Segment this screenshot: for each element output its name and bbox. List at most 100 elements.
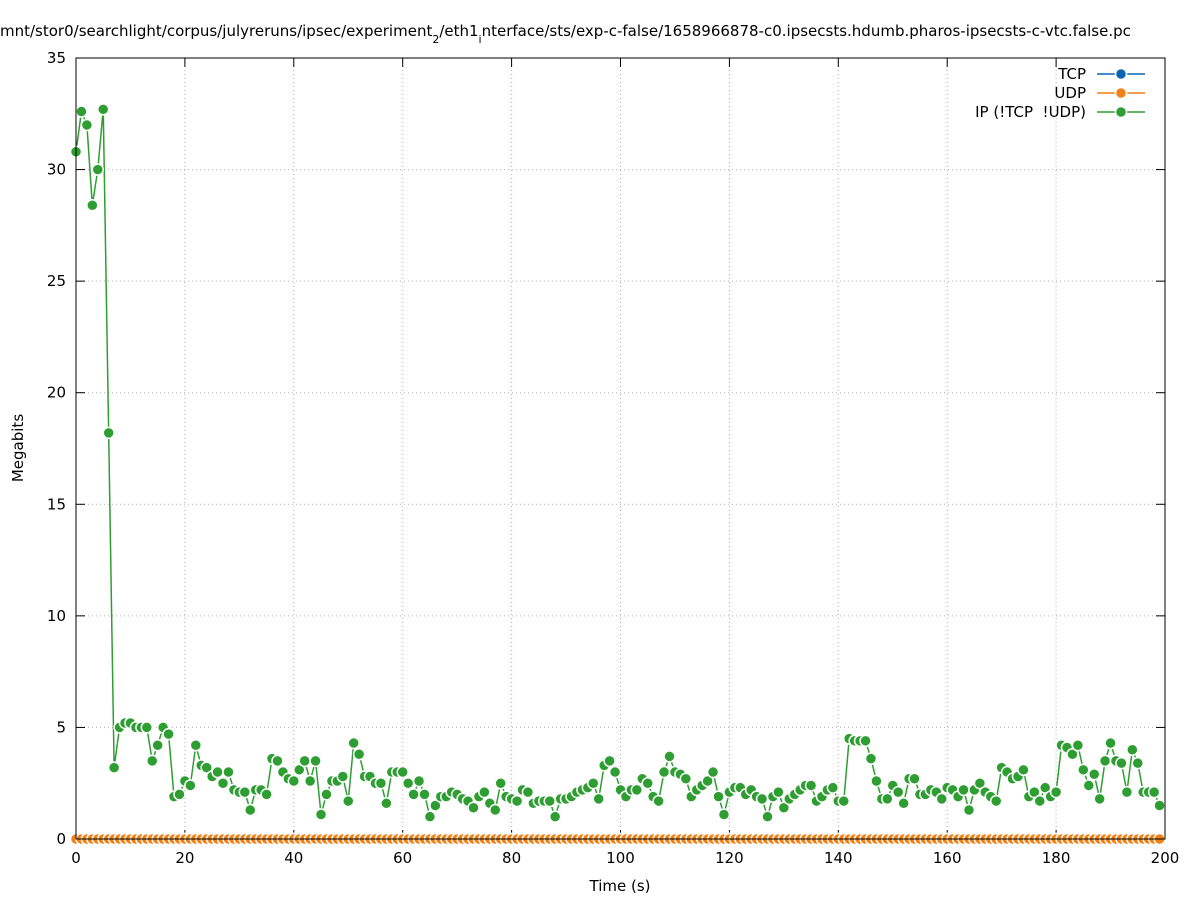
data-point — [271, 754, 284, 768]
data-point — [1098, 754, 1112, 768]
data-point — [881, 792, 894, 806]
data-point — [630, 783, 644, 797]
series-layer — [69, 103, 1166, 846]
data-point — [706, 765, 720, 779]
y-tick-label: 30 — [47, 161, 66, 179]
data-point — [1120, 785, 1134, 799]
legend-label: TCP — [1057, 65, 1086, 83]
data-point — [1033, 794, 1047, 808]
data-point — [151, 739, 164, 752]
data-point — [342, 794, 355, 808]
title-part: 2 — [432, 33, 439, 46]
data-point — [211, 765, 224, 779]
data-point — [91, 163, 105, 176]
data-point — [412, 774, 426, 788]
data-point — [1087, 768, 1101, 781]
x-tick-label: 20 — [175, 849, 194, 867]
data-point — [396, 765, 409, 779]
data-point — [521, 785, 535, 799]
x-tick-label: 0 — [71, 849, 81, 867]
data-point — [587, 776, 600, 790]
data-point — [897, 797, 910, 810]
data-point — [292, 763, 306, 777]
data-point — [1077, 763, 1090, 777]
data-point — [652, 794, 665, 808]
data-point — [260, 788, 273, 801]
data-point — [657, 765, 671, 779]
y-tick-label: 20 — [47, 384, 66, 402]
data-point — [592, 792, 605, 806]
data-point — [1038, 781, 1052, 794]
data-point — [489, 803, 502, 817]
data-point — [1131, 756, 1145, 770]
grid: 0 5 10 15 20 25 30 35 0 20 40 60 80 100 120 140 160 180 20… — [47, 49, 1179, 867]
chart-title: mnt/stor0/searchlight/corpus/julyreruns/… — [0, 22, 1131, 46]
data-point — [494, 776, 507, 790]
data-point — [380, 797, 393, 810]
data-point — [957, 783, 970, 797]
data-point — [510, 794, 524, 808]
data-point — [701, 774, 714, 788]
data-point — [837, 794, 850, 808]
data-point — [712, 790, 725, 803]
data-point — [908, 772, 921, 786]
y-tick-label: 10 — [47, 607, 66, 625]
x-tick-label: 200 — [1151, 849, 1180, 867]
x-tick-label: 160 — [933, 849, 962, 867]
data-point — [418, 788, 431, 801]
data-point — [429, 799, 442, 812]
data-point — [314, 808, 328, 821]
data-point — [107, 761, 121, 774]
data-point — [189, 739, 203, 752]
data-point — [336, 770, 350, 783]
data-point — [96, 103, 110, 116]
plot-border — [75, 57, 1166, 840]
data-point — [962, 803, 976, 817]
x-tick-label: 80 — [502, 849, 521, 867]
data-point — [761, 810, 774, 823]
x-tick-label: 60 — [393, 849, 412, 867]
data-point — [641, 776, 654, 790]
data-point — [663, 750, 676, 763]
legend-marker — [1114, 105, 1128, 119]
data-point — [347, 736, 360, 750]
legend-label: IP (!TCP !UDP) — [975, 103, 1086, 121]
data-point — [423, 810, 437, 823]
data-point — [1115, 756, 1128, 770]
data-point — [989, 794, 1003, 808]
data-point — [102, 426, 115, 440]
data-point — [1066, 747, 1079, 761]
title-part: nterface/sts/exp-c-false/1658966878-c0.i… — [482, 22, 1131, 40]
data-point — [826, 781, 840, 794]
data-point — [755, 792, 769, 806]
data-point — [1017, 763, 1030, 777]
data-point — [173, 788, 186, 801]
data-point — [603, 754, 616, 768]
data-point — [303, 774, 317, 788]
data-point — [543, 794, 556, 808]
data-point — [374, 776, 388, 790]
data-point — [238, 785, 252, 799]
data-point — [679, 772, 693, 786]
data-point — [243, 803, 257, 817]
y-tick-label: 0 — [56, 830, 66, 848]
data-point — [1126, 743, 1139, 756]
data-point — [86, 199, 99, 212]
data-point — [864, 752, 878, 765]
data-point — [298, 754, 311, 768]
data-point — [162, 727, 175, 741]
data-point — [352, 747, 366, 761]
data-point — [200, 761, 213, 774]
data-point — [1093, 792, 1106, 806]
data-point — [1082, 779, 1096, 792]
data-point — [145, 754, 159, 768]
data-point — [804, 779, 818, 792]
series — [69, 103, 1166, 823]
x-tick-label: 40 — [284, 849, 303, 867]
data-point — [309, 754, 322, 768]
title-part: /eth1 — [439, 22, 478, 40]
y-tick-label: 15 — [47, 495, 66, 513]
data-point — [75, 105, 88, 118]
